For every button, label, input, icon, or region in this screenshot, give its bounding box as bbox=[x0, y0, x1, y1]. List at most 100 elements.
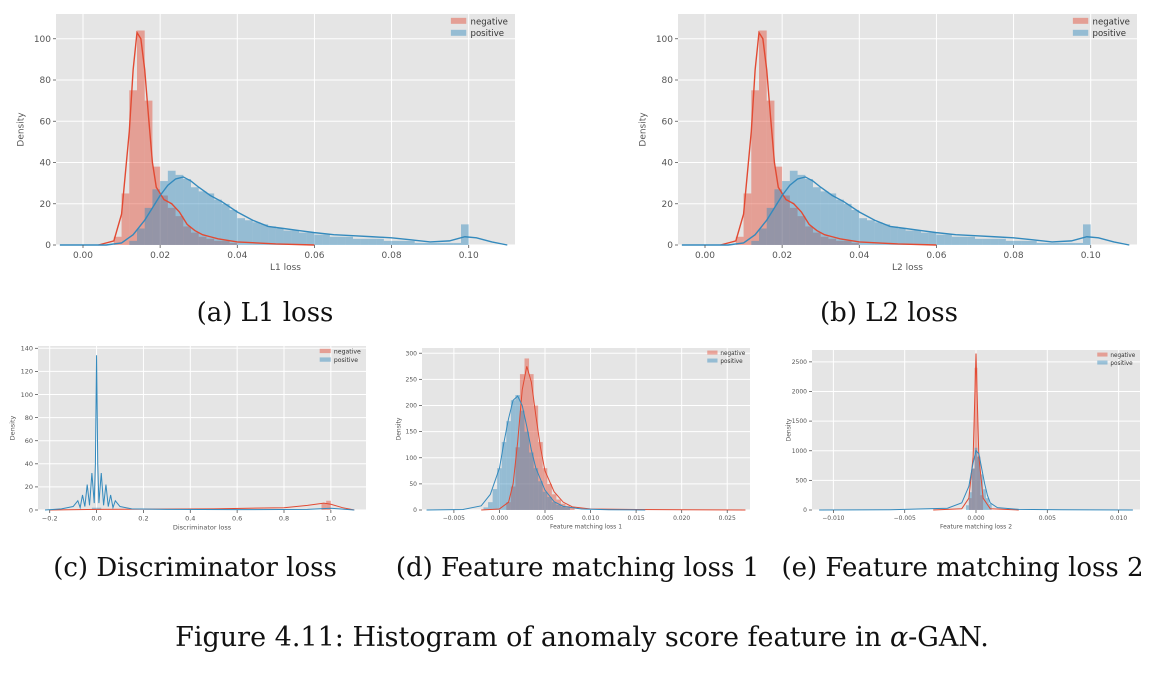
hist-bar-positive bbox=[524, 431, 530, 510]
hist-bar-positive bbox=[414, 242, 423, 245]
hist-bar-negative bbox=[183, 226, 191, 245]
hist-bar-positive bbox=[229, 209, 238, 245]
x-tick-label: 0.00 bbox=[73, 251, 93, 261]
hist-bar-positive bbox=[191, 187, 199, 245]
hist-bar-negative bbox=[836, 240, 844, 245]
legend-swatch-positive bbox=[1072, 29, 1089, 36]
hist-bar-positive bbox=[905, 230, 914, 245]
hist-bar-negative bbox=[813, 232, 821, 245]
x-tick-label: 0.08 bbox=[1004, 251, 1024, 261]
y-tick-label: 140 bbox=[21, 345, 33, 353]
hist-bar-positive bbox=[1052, 242, 1060, 245]
legend-swatch-negative bbox=[1072, 17, 1089, 24]
hist-bar-positive bbox=[245, 220, 253, 245]
x-axis-label: Feature matching loss 1 bbox=[550, 524, 622, 531]
hist-bar-negative bbox=[782, 195, 790, 245]
hist-bar-positive bbox=[252, 222, 261, 245]
y-tick-label: 40 bbox=[662, 159, 674, 169]
legend-label-negative: negative bbox=[1110, 353, 1135, 359]
hist-bar-positive bbox=[137, 228, 145, 245]
x-tick-label: −0.005 bbox=[443, 515, 465, 522]
hist-bar-negative bbox=[214, 240, 222, 245]
hist-bar-positive bbox=[510, 400, 516, 510]
hist-bar-positive bbox=[1013, 240, 1022, 245]
legend-label-negative: negative bbox=[471, 17, 508, 27]
y-tick-label: 80 bbox=[662, 76, 674, 86]
hist-bar-negative bbox=[547, 483, 552, 510]
chart-svg-e: −0.010 −0.005 0.000 0.005 0.010 0 500 1000 1500 2… bbox=[785, 350, 1140, 531]
legend-swatch-positive bbox=[450, 29, 467, 36]
y-tick-label: 1500 bbox=[792, 418, 807, 425]
y-axis-label: Density bbox=[639, 112, 649, 147]
legend-label-positive: positive bbox=[471, 29, 505, 39]
x-tick-label: 0.02 bbox=[150, 251, 170, 261]
hist-bar-positive bbox=[1021, 240, 1029, 245]
hist-bar-negative bbox=[570, 507, 575, 510]
hist-bar-negative bbox=[221, 240, 230, 245]
hist-bar-positive bbox=[345, 236, 353, 245]
chart-svg-c: −0.2 0.0 0.2 0.4 0.6 0.8 1.0 0 20 40 60 80 100 120 140… bbox=[9, 345, 366, 532]
hist-bar-positive bbox=[828, 193, 837, 245]
kde-line-positive bbox=[44, 355, 355, 511]
hist-bar-negative bbox=[524, 358, 530, 510]
y-tick-label: 60 bbox=[662, 117, 674, 127]
y-tick-label: 60 bbox=[25, 437, 33, 445]
hist-bar-negative bbox=[820, 236, 829, 245]
hist-bar-positive bbox=[805, 179, 813, 245]
caption-c: (c) Discriminator loss bbox=[53, 553, 337, 583]
y-tick-label: 300 bbox=[406, 350, 418, 357]
hist-bar-positive bbox=[851, 209, 860, 245]
hist-bar-positive bbox=[820, 191, 829, 245]
hist-bar-positive bbox=[551, 502, 557, 510]
hist-bar-negative bbox=[152, 166, 161, 245]
hist-bar-positive bbox=[951, 236, 960, 245]
hist-bar-positive bbox=[175, 174, 184, 245]
hist-bar-positive bbox=[1044, 242, 1053, 245]
legend-swatch-negative bbox=[1097, 352, 1108, 357]
caption-e: (e) Feature matching loss 2 bbox=[781, 553, 1144, 583]
hist-bar-positive bbox=[453, 242, 461, 245]
hist-bar-negative bbox=[977, 456, 981, 510]
hist-bar-negative bbox=[851, 242, 860, 245]
caption-a: (a) L1 loss bbox=[196, 298, 334, 328]
hist-bar-positive bbox=[483, 507, 489, 510]
hist-bar-negative bbox=[206, 238, 215, 245]
kde-line-positive bbox=[681, 176, 1130, 246]
hist-bar-positive bbox=[283, 230, 292, 245]
x-tick-label: 0.4 bbox=[185, 515, 195, 523]
hist-bar-negative bbox=[506, 502, 511, 510]
hist-bar-positive bbox=[1075, 242, 1083, 245]
hist-bar-positive bbox=[944, 234, 952, 245]
hist-bar-positive bbox=[1067, 242, 1076, 245]
legend-swatch-positive bbox=[319, 357, 331, 362]
hist-bar-positive bbox=[1059, 242, 1068, 245]
x-tick-label: 0.08 bbox=[382, 251, 402, 261]
hist-bar-negative bbox=[971, 468, 975, 510]
hist-bar-negative bbox=[743, 193, 752, 245]
x-axis-label: L1 loss bbox=[270, 263, 301, 273]
hist-bar-positive bbox=[337, 236, 346, 245]
hist-bar-negative bbox=[321, 503, 327, 510]
figure-caption-label: Figure 4.11: bbox=[175, 622, 344, 653]
chart-panel-c: −0.2 0.0 0.2 0.4 0.6 0.8 1.0 0 20 40 60 80 100 120 140… bbox=[0, 340, 380, 535]
y-tick-label: 100 bbox=[656, 35, 673, 45]
legend-label-positive: positive bbox=[1110, 361, 1133, 367]
plot-area bbox=[56, 14, 515, 245]
hist-bar-positive bbox=[982, 238, 991, 245]
hist-bar-negative bbox=[843, 240, 852, 245]
hist-bar-negative bbox=[560, 503, 566, 510]
hist-bar-positive bbox=[797, 174, 806, 245]
hist-bar-positive bbox=[506, 421, 511, 510]
hist-bar-positive bbox=[759, 228, 767, 245]
hist-bar-negative bbox=[121, 193, 130, 245]
hist-bar-positive bbox=[988, 504, 992, 510]
y-tick-label: 500 bbox=[796, 477, 808, 484]
hist-bar-negative bbox=[160, 195, 168, 245]
y-tick-label: 40 bbox=[25, 460, 33, 468]
hist-bar-positive bbox=[376, 238, 384, 245]
hist-bar-positive bbox=[774, 189, 783, 245]
x-tick-label: 0.10 bbox=[1081, 251, 1101, 261]
hist-bar-positive bbox=[198, 191, 207, 245]
x-tick-label: 0.04 bbox=[227, 251, 247, 261]
hist-bar-positive bbox=[1083, 224, 1091, 245]
